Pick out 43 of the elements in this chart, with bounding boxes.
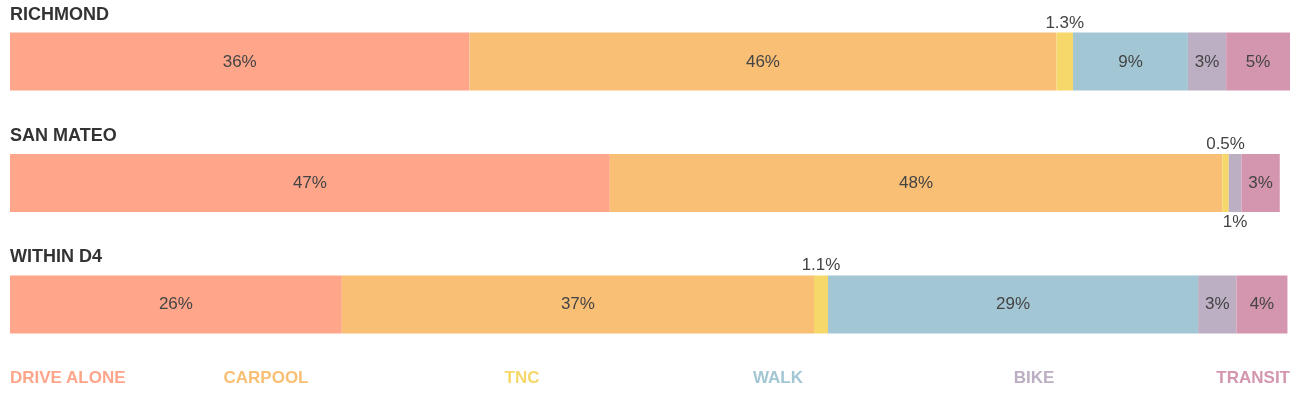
data-label: 46% xyxy=(745,51,780,71)
bar xyxy=(1241,154,1280,212)
data-label: 9% xyxy=(1118,51,1143,71)
bar xyxy=(469,32,1057,91)
y-tick-label: WITHIN D4 xyxy=(10,246,102,267)
data-label: 48% xyxy=(899,173,934,192)
data-label: 29% xyxy=(996,294,1031,314)
text: BIKE xyxy=(1013,368,1055,387)
text: DRIVE ALONE xyxy=(10,368,126,387)
bar xyxy=(1198,275,1237,334)
bar xyxy=(828,275,1199,334)
text: TRANSIT xyxy=(1216,368,1291,387)
bar xyxy=(1228,154,1242,212)
data-label: 1.1% xyxy=(801,255,841,275)
data-label: 3% xyxy=(1204,294,1230,314)
text: CARPOOL xyxy=(223,368,309,387)
data-label: 3% xyxy=(1194,51,1220,71)
data-label: 26% xyxy=(158,294,193,314)
bar xyxy=(813,275,829,334)
data-label: 4% xyxy=(1249,294,1275,314)
data-label: 5% xyxy=(1245,51,1271,71)
bar xyxy=(1056,32,1074,91)
text: TNC xyxy=(504,368,540,387)
bar xyxy=(1187,32,1227,91)
data-label: 36% xyxy=(222,51,257,71)
bar xyxy=(10,275,342,334)
bar xyxy=(1226,32,1290,91)
bar xyxy=(1236,275,1288,334)
bar xyxy=(1222,154,1229,212)
data-label: 47% xyxy=(292,173,327,192)
bar xyxy=(10,32,470,91)
data-label: 1.3% xyxy=(1045,12,1085,32)
data-label: 37% xyxy=(560,294,595,314)
bar xyxy=(609,154,1223,212)
y-tick-label: RICHMOND xyxy=(10,3,109,24)
data-label: 3% xyxy=(1248,173,1273,192)
text: WALK xyxy=(752,368,804,387)
y-tick-label: SAN MATEO xyxy=(10,125,117,145)
bar xyxy=(10,154,610,212)
data-label: 1% xyxy=(1222,212,1248,231)
bar xyxy=(1073,32,1188,91)
bar xyxy=(341,275,814,334)
data-label: 0.5% xyxy=(1206,134,1245,153)
